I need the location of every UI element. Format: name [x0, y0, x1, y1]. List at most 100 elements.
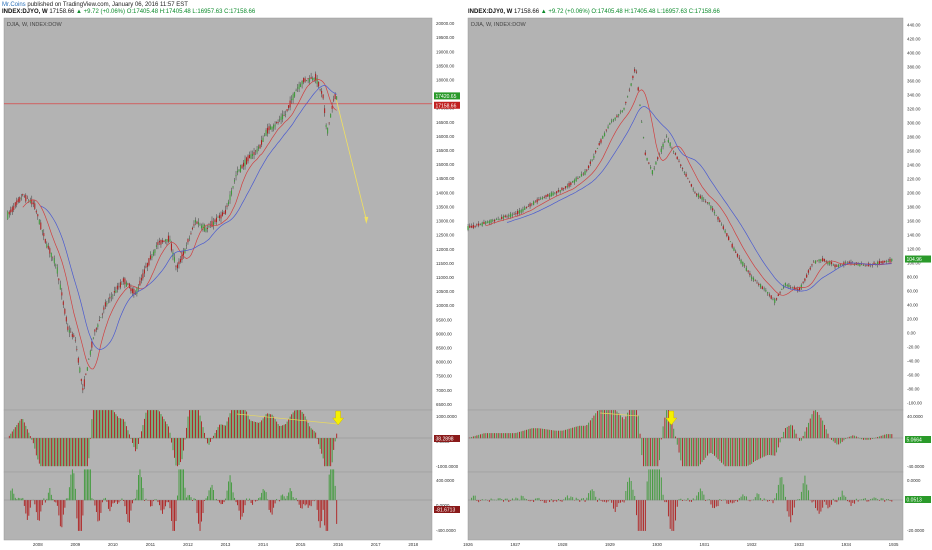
histogram-bar: [634, 410, 636, 439]
histogram-bar: [136, 489, 138, 501]
histogram-bar: [550, 499, 552, 501]
candle-body: [256, 149, 258, 153]
histogram-bar: [291, 491, 293, 501]
left-time-tick: 2013: [221, 542, 231, 547]
histogram-bar: [792, 425, 793, 439]
histogram-bar: [632, 410, 634, 439]
histogram-bar: [699, 438, 701, 465]
histogram-bar: [511, 498, 513, 501]
histogram-bar: [738, 438, 740, 467]
histogram-bar: [100, 410, 102, 439]
histogram-bar: [880, 498, 882, 501]
histogram-bar: [88, 438, 90, 459]
histogram-bar: [738, 498, 740, 501]
histogram-bar: [515, 432, 517, 439]
histogram-bar: [322, 438, 324, 459]
candle-body: [644, 152, 646, 155]
histogram-bar: [210, 487, 211, 501]
histogram-bar: [189, 410, 190, 439]
candle-body: [121, 283, 123, 285]
left-time-tick: 2014: [258, 542, 268, 547]
histogram-bar: [327, 438, 329, 467]
histogram-bar: [609, 410, 611, 439]
candle-body: [541, 197, 544, 200]
candle-body: [683, 172, 685, 173]
histogram-bar: [655, 438, 657, 467]
author-link[interactable]: Mr.Coins: [2, 2, 26, 8]
histogram-bar: [818, 500, 820, 514]
right-price-tick: 100.00: [907, 261, 921, 266]
histogram-bar: [744, 496, 746, 501]
candle-body: [639, 104, 641, 106]
histogram-bar: [162, 416, 163, 439]
histogram-bar: [854, 500, 856, 504]
histogram-bar: [563, 430, 565, 439]
right-time-tick: 1935: [889, 542, 899, 547]
histogram-bar: [478, 434, 480, 439]
candle-body: [89, 350, 91, 355]
candle-body: [502, 216, 505, 219]
histogram-bar: [40, 438, 42, 467]
histogram-bar: [774, 498, 776, 501]
histogram-bar: [710, 438, 712, 453]
histogram-bar: [563, 499, 565, 501]
histogram-bar: [79, 500, 81, 531]
histogram-bar: [852, 435, 854, 439]
candle-body: [258, 146, 260, 149]
candle-body: [673, 151, 675, 153]
candle-body: [262, 137, 264, 142]
histogram-bar: [286, 421, 288, 439]
candle-body: [825, 261, 827, 263]
histogram-bar: [244, 410, 246, 439]
candle-body: [273, 125, 275, 129]
candle-body: [97, 324, 99, 327]
candle-body: [306, 80, 308, 81]
histogram-bar: [712, 500, 714, 508]
histogram-bar: [49, 488, 51, 501]
candle-body: [586, 169, 588, 171]
candle-body: [646, 158, 648, 161]
histogram-bar: [312, 500, 314, 501]
histogram-bar: [527, 429, 529, 439]
candle-body: [814, 260, 817, 264]
histogram-bar: [848, 436, 850, 439]
histogram-bar: [80, 438, 82, 467]
histogram-bar: [88, 469, 90, 501]
publish-header: Mr.Coins published on TradingView.com, J…: [2, 1, 188, 9]
left-price-tick: 9500.00: [436, 317, 452, 322]
histogram-bar: [542, 428, 543, 439]
histogram-bar: [184, 438, 186, 440]
histogram-bar: [225, 425, 227, 439]
histogram-bar: [201, 500, 202, 522]
histogram-bar: [714, 438, 715, 456]
candle-body: [309, 78, 311, 82]
histogram-bar: [306, 419, 308, 439]
candle-body: [318, 81, 320, 87]
right-change: ▲ +9.72 (+0.06%): [540, 9, 590, 15]
candle-body: [46, 244, 48, 248]
histogram-bar: [292, 497, 294, 501]
histogram-bar: [125, 500, 127, 515]
histogram-bar: [760, 438, 762, 459]
histogram-bar: [22, 497, 24, 501]
candle-body: [218, 215, 221, 219]
candle-body: [818, 259, 820, 262]
histogram-bar: [788, 500, 790, 517]
histogram-bar: [217, 427, 219, 439]
left-price-tick: 13000.00: [436, 219, 455, 224]
candle-body: [327, 127, 329, 134]
histogram-bar: [490, 498, 492, 501]
candle-body: [224, 209, 227, 214]
histogram-bar: [43, 498, 45, 501]
candle-body: [798, 287, 801, 291]
histogram-bar: [199, 500, 201, 531]
histogram-bar: [144, 418, 145, 439]
candle-body: [115, 290, 117, 293]
histogram-bar: [745, 496, 747, 501]
histogram-bar: [554, 430, 556, 439]
candle-body: [64, 308, 66, 314]
histogram-bar: [573, 427, 575, 439]
candle-body: [876, 261, 879, 266]
candle-body: [310, 77, 312, 79]
